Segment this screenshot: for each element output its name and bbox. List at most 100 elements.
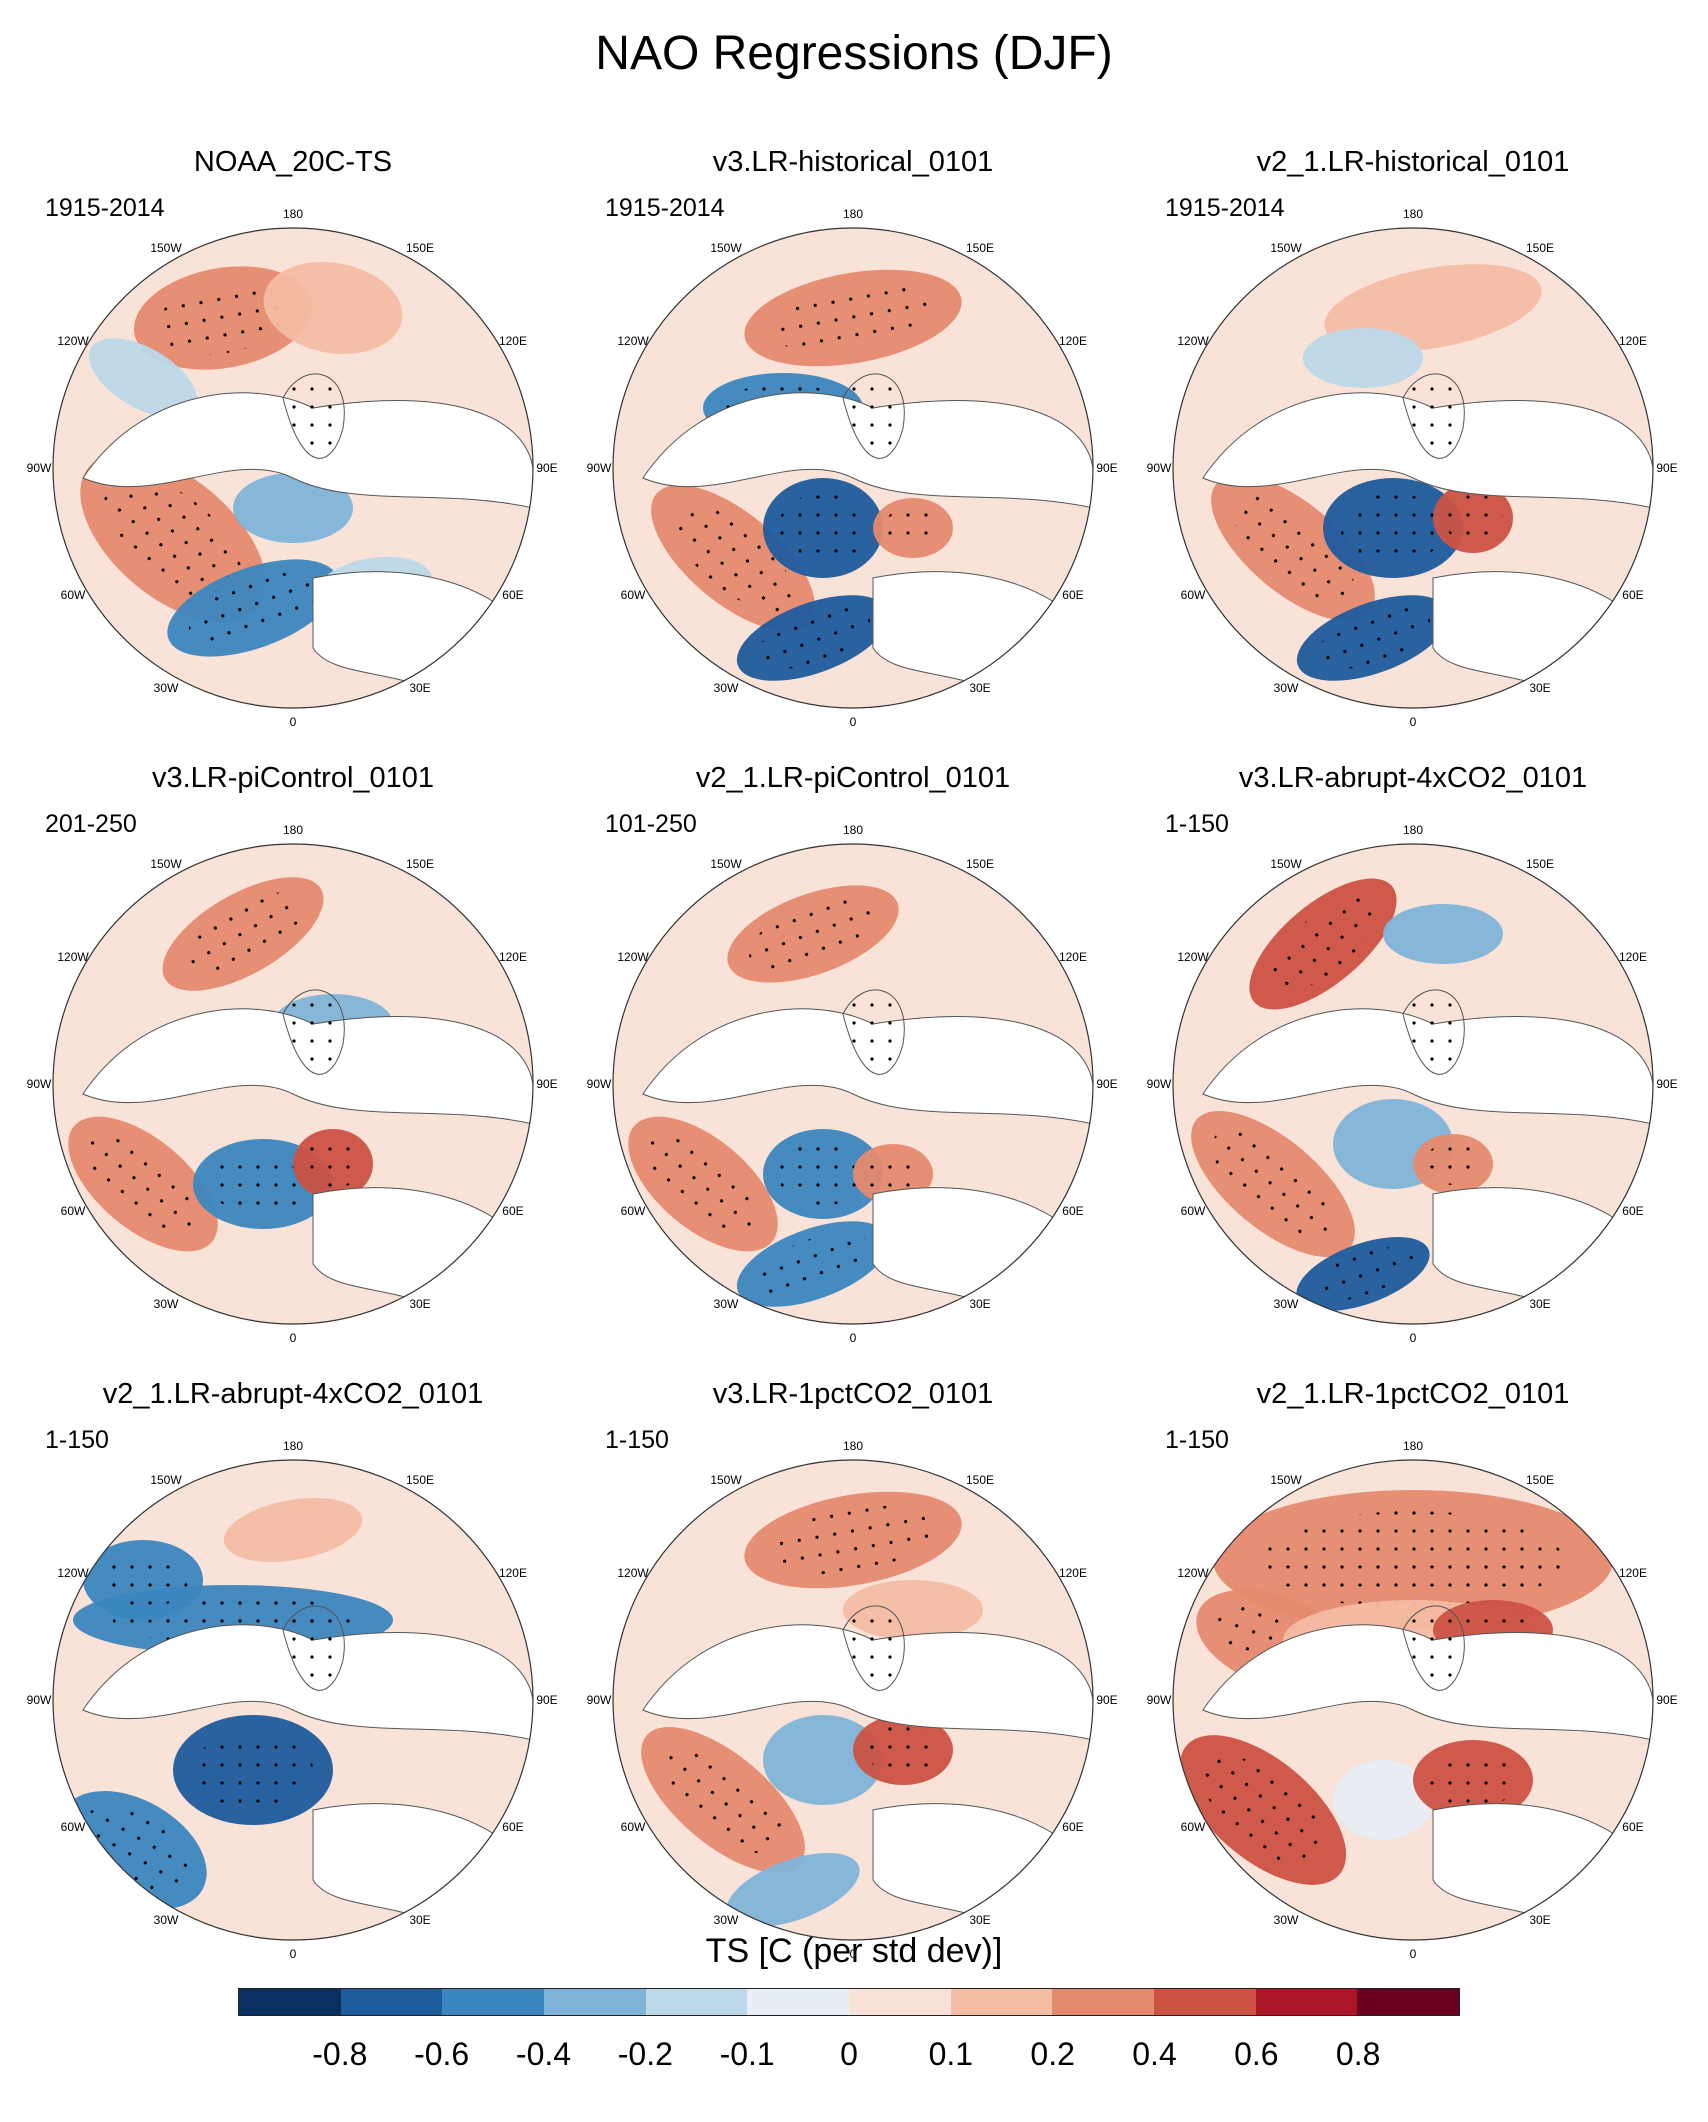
longitude-label: 120W [617, 1566, 649, 1580]
longitude-label: 60W [1181, 1204, 1206, 1218]
greenland [282, 989, 345, 1075]
longitude-label: 90W [587, 1077, 612, 1091]
significance-stipple [104, 475, 242, 601]
map-fill [53, 1460, 533, 1940]
significance-stipple [182, 892, 304, 976]
significance-stipple [863, 1153, 923, 1195]
longitude-label: 180 [283, 823, 303, 837]
map-panel-5: v2_1.LR-piControl_0101 101-250 180 150E 12… [587, 762, 1118, 1362]
significance-stipple [156, 281, 290, 355]
map-boundary [612, 227, 1094, 709]
colorbar-swatch [340, 1989, 443, 2015]
longitude-label: 60E [1622, 588, 1643, 602]
longitude-label: 30W [714, 1297, 739, 1311]
polar-map: 180 150E 120E 90E 60E 30E 0 30W 60W 90W 120W 150W [27, 1439, 558, 1961]
longitude-label: 30E [409, 681, 430, 695]
longitude-label: 150W [150, 241, 182, 255]
map-boundary [52, 227, 534, 709]
longitude-label: 60W [621, 1204, 646, 1218]
panel-period: 1-150 [1165, 1426, 1229, 1454]
colorbar-swatch [1255, 1989, 1358, 2015]
longitude-label: 90E [1096, 1077, 1117, 1091]
colorbar-swatch [1154, 1989, 1256, 2015]
longitude-label: 30W [154, 681, 179, 695]
map-panel-7: v2_1.LR-abrupt-4xCO2_0101 1-150 180 150E 1… [27, 1378, 558, 1978]
longitude-label: 60W [61, 1820, 86, 1834]
significance-stipple [1443, 493, 1503, 543]
longitude-label: 60E [1622, 1204, 1643, 1218]
longitude-label: 60W [621, 588, 646, 602]
significance-stipple [778, 1142, 868, 1206]
map-fill [613, 844, 1093, 1324]
longitude-label: 60W [621, 1820, 646, 1834]
longitude-label: 30E [969, 1297, 990, 1311]
polar-map: 180 150E 120E 90E 60E 30E 0 30W 60W 90W 120W 150W [27, 823, 558, 1345]
colorbar-swatch [645, 1989, 748, 2015]
colorbar-tick-label: 0.2 [1030, 2036, 1075, 2072]
longitude-label: 120W [617, 950, 649, 964]
significance-stipple [865, 1725, 941, 1775]
colorbar-tick-label: -0.8 [312, 2036, 368, 2072]
longitude-label: 60W [1181, 1820, 1206, 1834]
longitude-label: 30E [1529, 681, 1550, 695]
longitude-label: 60E [1062, 1820, 1083, 1834]
colorbar-swatch [239, 1989, 341, 2015]
longitude-label: 150E [1526, 241, 1554, 255]
longitude-label: 90W [1147, 1693, 1172, 1707]
map-panel-2: v3.LR-historical_0101 1915-2014 180 150E 1… [587, 146, 1118, 746]
colorbar-swatch [442, 1989, 545, 2015]
longitude-label: 90W [587, 1693, 612, 1707]
longitude-label: 120W [57, 334, 89, 348]
colorbar-tick-label: -0.1 [719, 2036, 775, 2072]
panel-title: v3.LR-historical_0101 [712, 146, 994, 178]
longitude-label: 120E [1059, 334, 1087, 348]
panel-title: v2_1.LR-historical_0101 [1256, 146, 1570, 178]
polar-map: 180 150E 120E 90E 60E 30E 0 30W 60W 90W 120W 150W [27, 207, 558, 729]
panel-period: 1915-2014 [1165, 194, 1285, 222]
anomaly-region [1383, 904, 1503, 964]
map-panel-6: v3.LR-abrupt-4xCO2_0101 1-150 180 150E 120… [1147, 762, 1678, 1362]
significance-stipple [188, 572, 318, 644]
longitude-label: 150E [406, 241, 434, 255]
longitude-label: 150E [406, 1473, 434, 1487]
colorbar-tick-label: 0.1 [928, 2036, 974, 2072]
colorbar-tick-label: 0 [840, 2036, 858, 2072]
longitude-label: 150W [1270, 857, 1302, 871]
significance-stipple [662, 1746, 784, 1854]
longitude-label: 30E [1529, 1913, 1550, 1927]
longitude-label: 150W [150, 1473, 182, 1487]
significance-stipple [1315, 607, 1431, 669]
map-panel-3: v2_1.LR-historical_0101 1915-2014 180 150… [1147, 146, 1678, 746]
longitude-label: 0 [1410, 715, 1417, 729]
significance-stipple [1212, 1130, 1334, 1238]
map-boundary [612, 1459, 1094, 1941]
map-fill [53, 844, 533, 1324]
longitude-label: 90E [536, 1693, 557, 1707]
significance-stipple [193, 1731, 313, 1809]
colorbar-swatch [950, 1989, 1053, 2015]
panel-title: v3.LR-piControl_0101 [151, 762, 435, 794]
longitude-label: 30W [154, 1297, 179, 1311]
longitude-label: 30E [409, 1913, 430, 1927]
map-panel-8: v3.LR-1pctCO2_0101 1-150 180 150E 120E 90E 6… [587, 1378, 1118, 1978]
significance-stipple [755, 607, 871, 669]
panel-title: v2_1.LR-abrupt-4xCO2_0101 [102, 1378, 484, 1410]
longitude-label: 60E [1622, 1820, 1643, 1834]
significance-stipple [883, 507, 943, 549]
longitude-label: 90W [27, 1077, 52, 1091]
significance-stipple [1340, 493, 1446, 563]
panel-title: NOAA_20C-TS [193, 146, 393, 178]
longitude-label: 0 [290, 1947, 297, 1961]
map-panel-4: v3.LR-piControl_0101 201-250 180 150E 120E… [27, 762, 558, 1362]
longitude-label: 90W [27, 1693, 52, 1707]
panel-period: 1915-2014 [605, 194, 725, 222]
map-panel-9: v2_1.LR-1pctCO2_0101 1-150 180 150E 120E 90… [1147, 1378, 1678, 1978]
longitude-label: 90E [1096, 461, 1117, 475]
anomaly-region [1303, 328, 1423, 388]
anomaly-region [726, 1853, 860, 1927]
longitude-label: 60E [1062, 1204, 1083, 1218]
significance-stipple [1232, 494, 1354, 602]
longitude-label: 30E [1529, 1297, 1550, 1311]
significance-stipple [778, 493, 868, 563]
longitude-label: 30W [1274, 1297, 1299, 1311]
